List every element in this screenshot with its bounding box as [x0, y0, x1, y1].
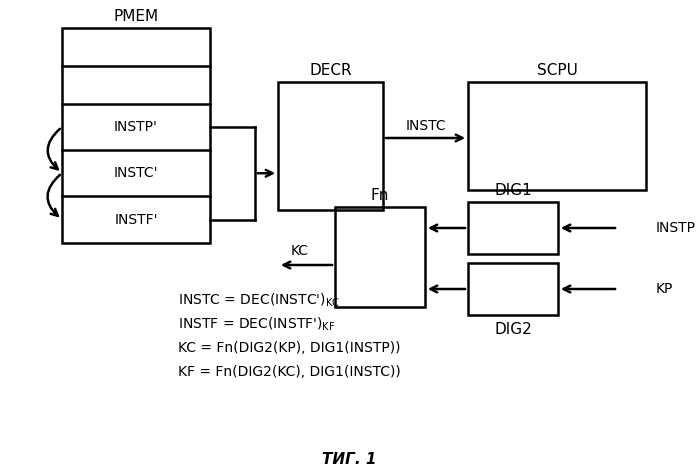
- Text: DECR: DECR: [309, 63, 352, 78]
- Bar: [278, 82, 383, 210]
- Text: INSTP': INSTP': [114, 120, 158, 134]
- FancyArrowPatch shape: [48, 175, 60, 216]
- Bar: [335, 207, 425, 307]
- Text: INSTP: INSTP: [656, 221, 696, 235]
- Text: DIG2: DIG2: [494, 321, 532, 337]
- FancyArrowPatch shape: [48, 129, 60, 169]
- Text: Fn: Fn: [370, 188, 389, 202]
- Bar: [62, 28, 210, 243]
- Text: KC = Fn(DIG2(KP), DIG1(INSTP)): KC = Fn(DIG2(KP), DIG1(INSTP)): [178, 341, 401, 355]
- Text: KF = Fn(DIG2(KC), DIG1(INSTC)): KF = Fn(DIG2(KC), DIG1(INSTC)): [178, 365, 401, 379]
- Text: INSTF': INSTF': [114, 212, 158, 227]
- Text: INSTC: INSTC: [405, 119, 446, 133]
- Text: KP: KP: [656, 282, 673, 296]
- Bar: [468, 82, 646, 190]
- Text: PMEM: PMEM: [113, 9, 159, 24]
- Text: INSTC': INSTC': [114, 166, 158, 180]
- Bar: [468, 263, 558, 315]
- Text: DIG1: DIG1: [494, 182, 532, 198]
- Text: ΤИГ. 1: ΤИГ. 1: [322, 453, 376, 467]
- Text: INSTF = DEC(INSTF')$_\mathregular{KF}$: INSTF = DEC(INSTF')$_\mathregular{KF}$: [178, 315, 336, 333]
- Text: INSTC = DEC(INSTC')$_\mathregular{KC}$: INSTC = DEC(INSTC')$_\mathregular{KC}$: [178, 292, 340, 309]
- Text: SCPU: SCPU: [537, 63, 577, 78]
- Bar: [468, 202, 558, 254]
- Text: KC: KC: [291, 244, 309, 258]
